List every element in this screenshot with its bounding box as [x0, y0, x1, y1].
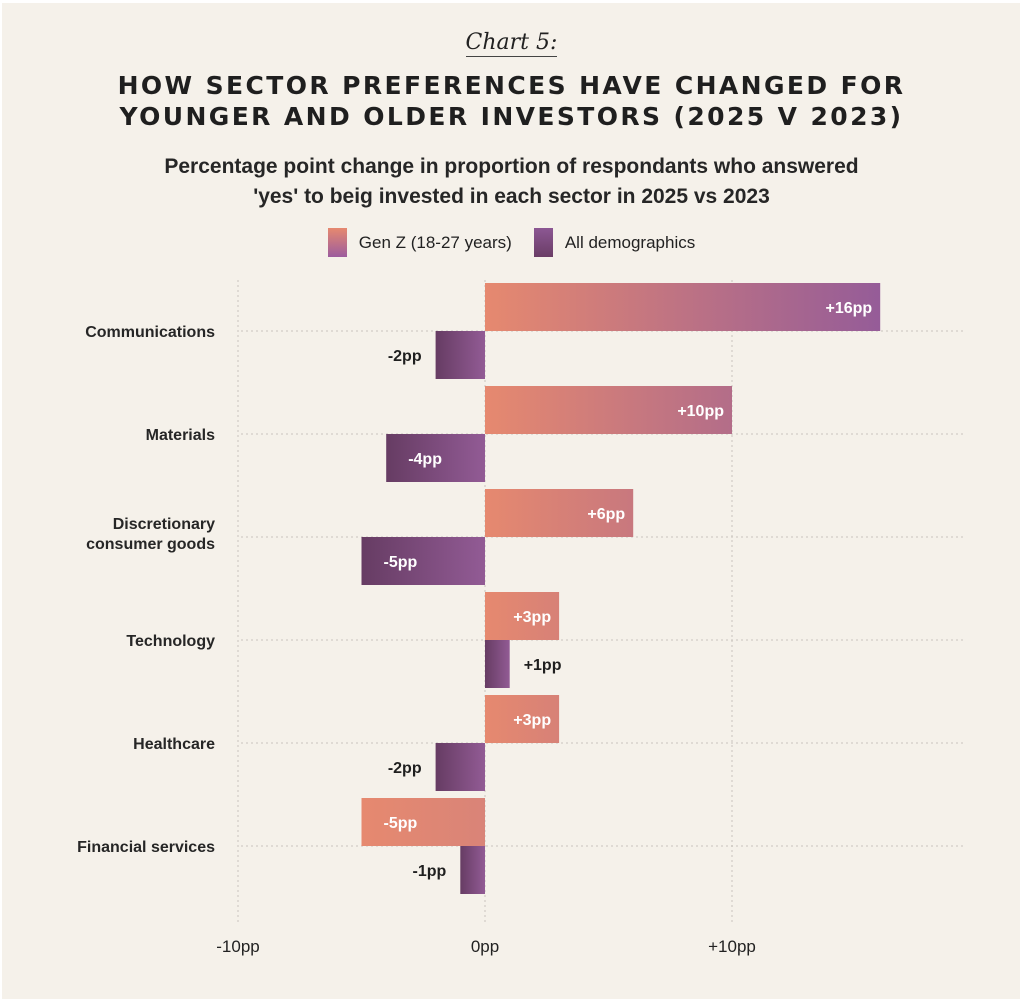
- all-demographics-bar-value-label: -5pp: [384, 554, 418, 571]
- category-label-line: consumer goods: [86, 536, 215, 553]
- chart-kicker: Chart 5:: [0, 30, 1023, 57]
- category-label-line: Discretionary: [113, 516, 215, 533]
- gen-z-bar-value-label: +10pp: [677, 403, 724, 420]
- gen-z-bar-value-label: +3pp: [513, 609, 551, 626]
- category-label: Communications: [85, 324, 215, 341]
- category-label: Financial services: [77, 839, 215, 856]
- legend-label-genz: Gen Z (18-27 years): [358, 232, 512, 252]
- category-label: Healthcare: [133, 736, 215, 753]
- category-label-line: Communications: [85, 324, 215, 341]
- bars: [361, 283, 881, 894]
- category-label: Technology: [126, 633, 215, 650]
- category-label: Discretionary consumer goods: [86, 516, 215, 553]
- gen-z-bar-value-label: +16pp: [826, 300, 873, 317]
- gen-z-bar: [361, 798, 485, 846]
- legend-label-all: All demographics: [564, 232, 696, 252]
- x-tick-label: -10pp: [216, 937, 259, 956]
- chart-subtitle: Percentage point change in proportion of…: [0, 152, 1023, 212]
- subtitle-line-2: 'yes' to beig invested in each sector in…: [253, 185, 770, 208]
- category-label-line: Healthcare: [133, 736, 215, 753]
- all-demographics-bar-value-label: -2pp: [388, 760, 422, 777]
- x-tick-label: +10pp: [708, 937, 756, 956]
- chart-number: Chart 5:: [465, 30, 558, 57]
- legend: Gen Z (18-27 years) All demographics: [0, 228, 1023, 257]
- category-label-line: Materials: [146, 427, 215, 444]
- all-demographics-bar: [485, 640, 510, 688]
- gen-z-bar: [485, 695, 560, 743]
- gen-z-bar: [485, 386, 732, 434]
- all-demographics-bar-value-label: -2pp: [388, 348, 422, 365]
- category-label: Materials: [146, 427, 215, 444]
- category-label-line: Financial services: [77, 839, 215, 856]
- all-demographics-bar: [435, 743, 485, 791]
- gen-z-bar-value-label: +3pp: [513, 712, 551, 729]
- legend-swatch-all: [533, 228, 553, 257]
- legend-item-genz: Gen Z (18-27 years): [327, 228, 512, 257]
- gen-z-bar: [485, 592, 560, 640]
- all-demographics-bar: [386, 434, 485, 482]
- legend-item-all: All demographics: [533, 228, 696, 257]
- all-demographics-bar-value-label: -1pp: [413, 863, 447, 880]
- subtitle-line-1: Percentage point change in proportion of…: [164, 155, 859, 178]
- category-label-line: Technology: [126, 633, 215, 650]
- gen-z-bar: [485, 283, 881, 331]
- gen-z-bar-value-label: -5pp: [384, 815, 418, 832]
- all-demographics-bar-value-label: +1pp: [524, 657, 562, 674]
- gen-z-bar: [485, 489, 634, 537]
- gen-z-bar-value-label: +6pp: [587, 506, 625, 523]
- chart-title: HOW SECTOR PREFERENCES HAVE CHANGED FOR …: [0, 70, 1023, 132]
- title-line-2: YOUNGER AND OLDER INVESTORS (2025 V 2023…: [119, 102, 904, 131]
- labels: -10pp 0pp +10pp Communications +16pp -2pp Mate…: [77, 300, 872, 956]
- legend-swatch-genz: [327, 228, 347, 257]
- all-demographics-bar: [460, 846, 485, 894]
- x-tick-label: 0pp: [471, 937, 499, 956]
- grid-lines: [237, 280, 965, 925]
- all-demographics-bar: [361, 537, 485, 585]
- title-line-1: HOW SECTOR PREFERENCES HAVE CHANGED FOR: [117, 71, 906, 100]
- all-demographics-bar: [435, 331, 485, 379]
- all-demographics-bar-value-label: -4pp: [408, 451, 442, 468]
